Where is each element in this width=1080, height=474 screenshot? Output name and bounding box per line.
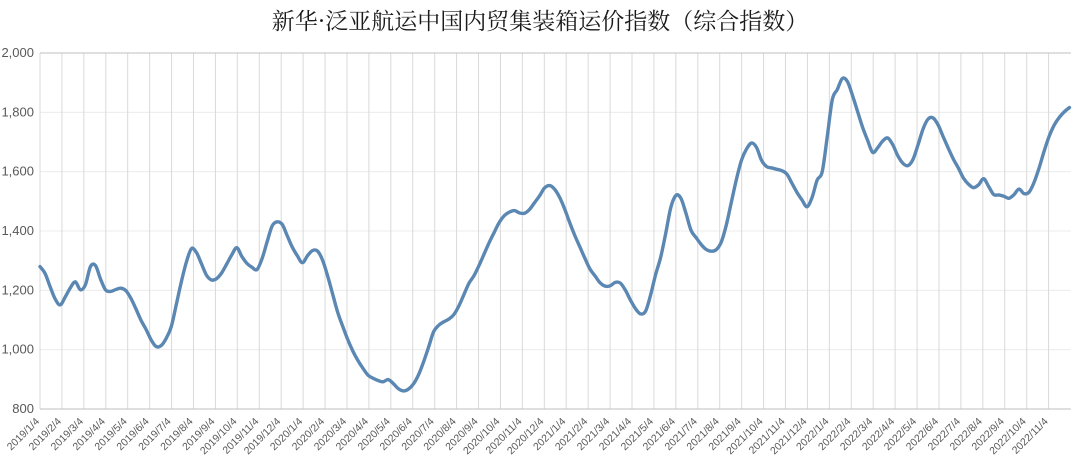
svg-text:1,000: 1,000 [1,342,34,357]
svg-text:2,000: 2,000 [1,45,34,60]
svg-text:1,600: 1,600 [1,164,34,179]
svg-text:1,400: 1,400 [1,223,34,238]
svg-text:1,800: 1,800 [1,104,34,119]
svg-text:800: 800 [12,401,34,416]
svg-text:1,200: 1,200 [1,282,34,297]
